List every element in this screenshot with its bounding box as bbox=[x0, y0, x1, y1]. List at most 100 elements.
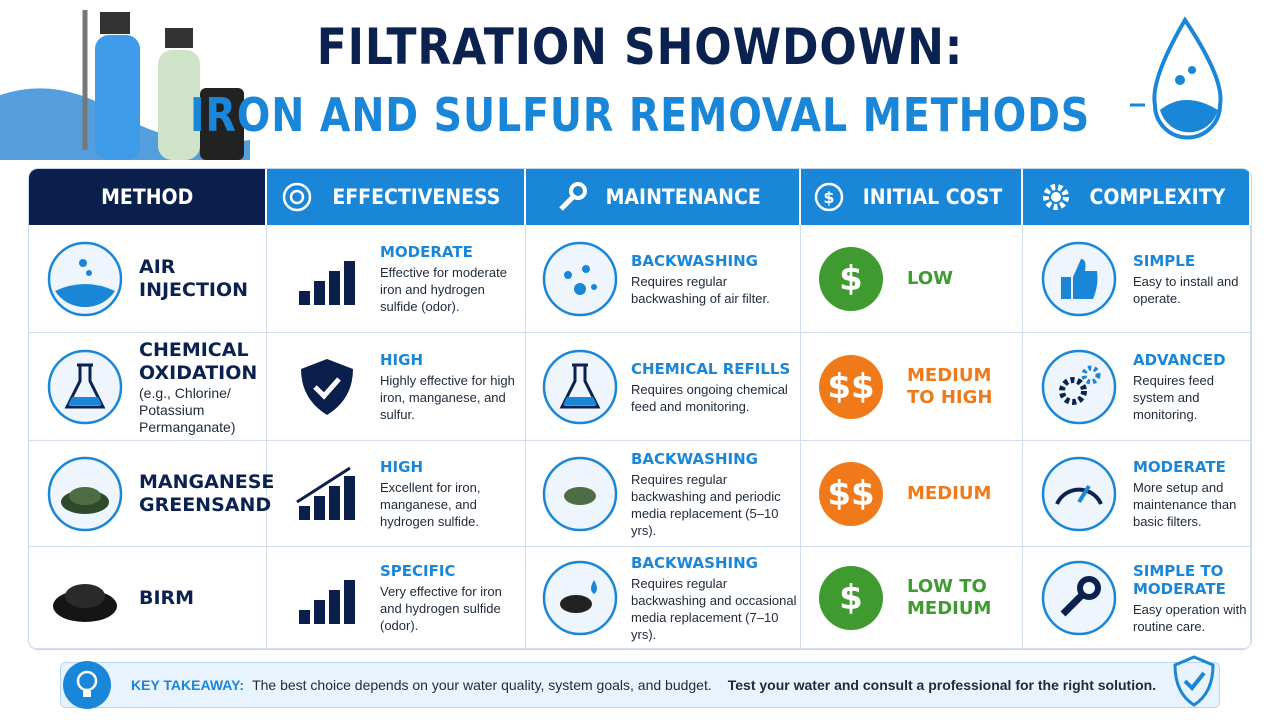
cost-level: LOW bbox=[907, 268, 953, 289]
table-cell: ADVANCED Requires feed system and monitor… bbox=[1023, 333, 1251, 441]
effectiveness-text: Very effective for iron and hydrogen sul… bbox=[380, 584, 502, 633]
method-icon bbox=[47, 456, 125, 539]
cell-content: BACKWASHING Requires regular backwashing … bbox=[631, 441, 799, 547]
column-header: MAINTENANCE bbox=[526, 169, 801, 225]
header-text: COMPLEXITY bbox=[1089, 185, 1225, 209]
effectiveness-icon bbox=[295, 462, 359, 531]
effectiveness-icon bbox=[295, 566, 359, 635]
complexity-level: SIMPLE TO MODERATE bbox=[1133, 561, 1226, 598]
complexity-level: SIMPLE bbox=[1133, 251, 1196, 270]
method-icon bbox=[47, 560, 125, 643]
complexity-icon bbox=[1041, 241, 1119, 324]
complexity-level: MODERATE bbox=[1133, 458, 1226, 476]
header-icon bbox=[1040, 181, 1072, 213]
table-cell: $$ MEDIUM TO HIGH bbox=[801, 333, 1023, 441]
effectiveness-icon-svg bbox=[299, 580, 355, 624]
complexity-text: Easy operation with routine care. bbox=[1133, 601, 1247, 634]
maintenance-icon bbox=[542, 456, 620, 539]
effectiveness-icon-svg bbox=[299, 261, 355, 305]
complexity-text: Requires feed system and monitoring. bbox=[1133, 373, 1214, 422]
method-name: MANGANESE GREENSAND bbox=[139, 471, 275, 516]
method-icon-svg bbox=[47, 456, 123, 532]
header-icon-svg: $ bbox=[814, 182, 843, 212]
cell-content: CHEMICAL OXIDATION (e.g., Chlorine/ Potas… bbox=[139, 333, 264, 441]
maintenance-icon bbox=[542, 560, 620, 643]
maintenance-text: Requires regular backwashing and periodi… bbox=[631, 471, 781, 538]
cell-content: MEDIUM bbox=[907, 441, 1017, 547]
footer-takeaway: KEY TAKEAWAY: The best choice depends on… bbox=[60, 655, 1220, 709]
maintenance-icon-svg bbox=[542, 456, 618, 532]
table-cell: SPECIFIC Very effective for iron and hydr… bbox=[267, 547, 526, 649]
table-cell: MANGANESE GREENSAND bbox=[29, 441, 275, 547]
method-name: AIR INJECTION bbox=[139, 256, 249, 301]
method-name: CHEMICAL OXIDATION bbox=[139, 338, 258, 384]
table-cell: CHEMICAL OXIDATION (e.g., Chlorine/ Potas… bbox=[29, 333, 267, 441]
table-cell: SIMPLE TO MODERATE Easy operation with ro… bbox=[1023, 547, 1251, 649]
maintenance-icon-svg bbox=[542, 349, 618, 425]
cost-coin: $ bbox=[819, 247, 883, 311]
header-text: METHOD bbox=[100, 185, 194, 209]
cell-content: MODERATE Effective for moderate iron and … bbox=[380, 225, 520, 333]
table-cell: $ LOW bbox=[801, 225, 1023, 333]
shield-check-icon bbox=[1173, 655, 1215, 707]
complexity-icon-svg bbox=[1041, 241, 1117, 317]
method-icon-svg bbox=[47, 241, 123, 317]
table-cell: AIR INJECTION bbox=[29, 225, 267, 333]
complexity-text: More setup and maintenance than basic fi… bbox=[1133, 480, 1237, 529]
complexity-icon bbox=[1041, 456, 1119, 539]
column-header: METHOD bbox=[29, 169, 267, 225]
header-text: EFFECTIVENESS bbox=[332, 185, 501, 209]
footer-emphasis: Test your water and consult a profession… bbox=[727, 677, 1157, 693]
complexity-icon-svg bbox=[1041, 349, 1117, 425]
cell-content: ADVANCED Requires feed system and monitor… bbox=[1133, 333, 1251, 441]
table-cell: CHEMICAL REFILLS Requires ongoing chemica… bbox=[526, 333, 801, 441]
header-icon: $ bbox=[813, 181, 845, 213]
complexity-icon-svg bbox=[1041, 456, 1117, 532]
table-cell: HIGH Excellent for iron, manganese, and h… bbox=[267, 441, 526, 547]
effectiveness-icon bbox=[295, 355, 359, 424]
column-header: $ INITIAL COST bbox=[801, 169, 1023, 225]
maintenance-icon-svg bbox=[542, 560, 618, 636]
title-line-2: IRON AND SULFUR REMOVAL METHODS bbox=[189, 88, 1091, 142]
cell-content: MODERATE More setup and maintenance than … bbox=[1133, 441, 1251, 547]
maintenance-level: BACKWASHING bbox=[631, 251, 758, 270]
header-text: MAINTENANCE bbox=[605, 185, 762, 209]
maintenance-text: Requires regular backwashing of air filt… bbox=[631, 273, 770, 306]
effectiveness-text: Effective for moderate iron and hydrogen… bbox=[380, 265, 507, 314]
cell-content: MEDIUM TO HIGH bbox=[907, 333, 1017, 441]
filter-illustration bbox=[0, 10, 250, 160]
column-header: EFFECTIVENESS bbox=[267, 169, 526, 225]
effectiveness-level: MODERATE bbox=[380, 243, 473, 261]
complexity-text: Easy to install and operate. bbox=[1133, 273, 1239, 306]
effectiveness-icon bbox=[295, 247, 359, 316]
table-cell: MODERATE More setup and maintenance than … bbox=[1023, 441, 1251, 547]
column-header: COMPLEXITY bbox=[1023, 169, 1251, 225]
method-icon bbox=[47, 241, 125, 324]
maintenance-icon-svg bbox=[542, 241, 618, 317]
header-icon bbox=[555, 181, 588, 213]
effectiveness-level: HIGH bbox=[380, 458, 424, 476]
maintenance-icon bbox=[542, 349, 620, 432]
title-line-1: FILTRATION SHOWDOWN: bbox=[316, 18, 964, 76]
header-icon-svg bbox=[559, 182, 588, 211]
cost-coin: $ bbox=[819, 566, 883, 630]
footer-label: KEY TAKEAWAY: bbox=[131, 677, 245, 693]
effectiveness-level: HIGH bbox=[380, 351, 424, 369]
effectiveness-text: Excellent for iron, manganese, and hydro… bbox=[380, 480, 481, 529]
cost-coin: $$ bbox=[819, 462, 883, 526]
cell-content: AIR INJECTION bbox=[139, 225, 264, 333]
maintenance-text: Requires regular backwashing and occasio… bbox=[631, 575, 797, 642]
complexity-icon bbox=[1041, 560, 1119, 643]
complexity-icon bbox=[1041, 349, 1119, 432]
maintenance-level: CHEMICAL REFILLS bbox=[631, 359, 791, 378]
effectiveness-level: SPECIFIC bbox=[380, 562, 456, 580]
maintenance-level: BACKWASHING bbox=[631, 553, 758, 572]
table-cell: BACKWASHING Requires regular backwashing … bbox=[526, 225, 801, 333]
water-drop-icon bbox=[1130, 16, 1223, 140]
maintenance-icon bbox=[542, 241, 620, 324]
table-cell: SIMPLE Easy to install and operate. bbox=[1023, 225, 1251, 333]
table-cell: $ LOW TO MEDIUM bbox=[801, 547, 1023, 649]
cell-content: MANGANESE GREENSAND bbox=[139, 441, 275, 547]
bulb-icon bbox=[63, 661, 111, 709]
